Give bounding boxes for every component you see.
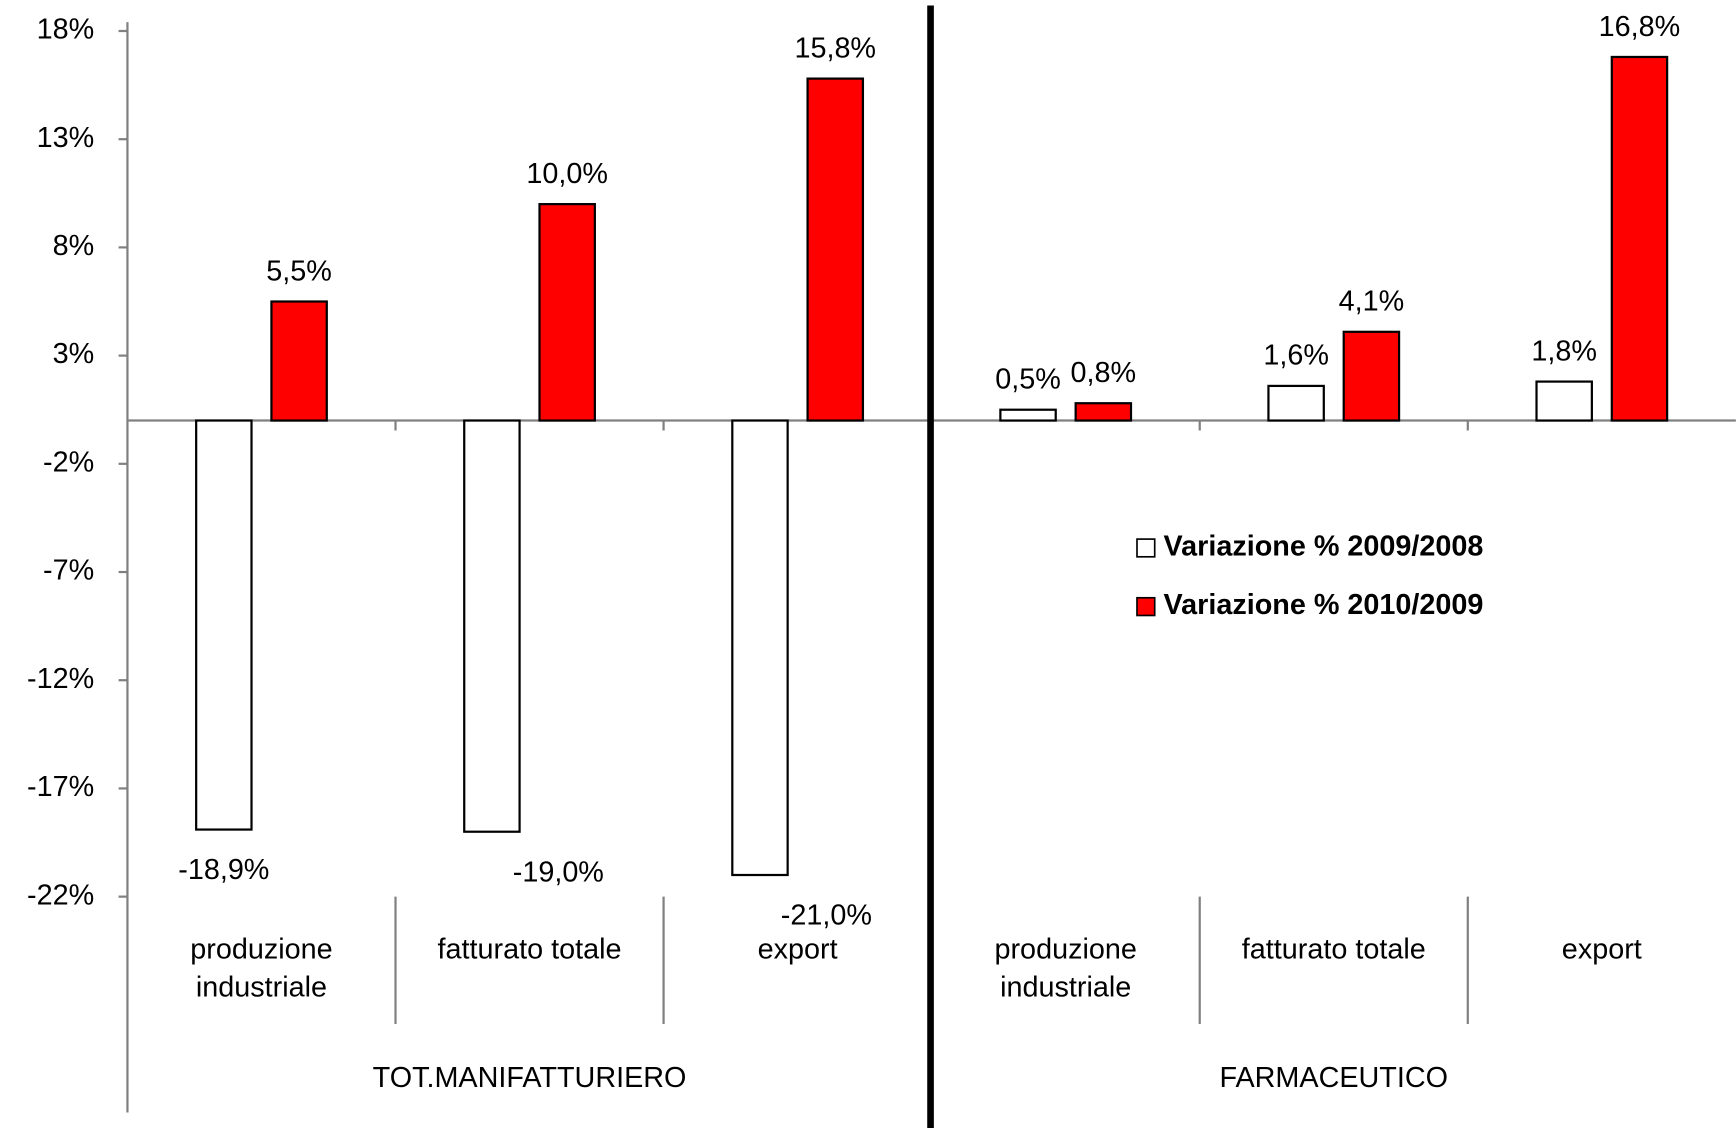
y-tick-label: 3% [53,338,95,370]
bar [195,419,253,831]
x-tick-label-box: fatturato totale [437,932,622,966]
bar [1074,402,1133,422]
bar [1535,380,1593,422]
value-label: 1,6% [1263,340,1329,372]
value-label: -21,0% [781,900,872,932]
bar [731,419,789,877]
y-tick-label: -17% [27,771,94,803]
value-label: 0,5% [995,364,1061,396]
value-label: 16,8% [1599,11,1681,43]
x-tick-label: fatturato totale [437,932,622,966]
value-label: -18,9% [178,854,269,886]
x-tick-label: produzione industriale [994,932,1137,1003]
x-tick-label-box: produzione industriale [994,932,1137,1003]
x-tick-label-box: export [1561,932,1642,966]
x-tick-label: export [1561,932,1642,966]
x-tick-label-box: export [757,932,838,966]
bar [1267,384,1325,422]
legend-swatch [1136,538,1156,558]
bar [1342,330,1401,422]
legend-label: Variazione % 2010/2009 [1164,589,1484,621]
x-tick-label: export [757,932,838,966]
y-tick-label: -2% [43,446,94,478]
y-tick-label: 8% [53,230,95,262]
value-label: 10,0% [526,158,608,190]
bar [463,419,521,833]
y-tick-label: 13% [37,122,95,154]
value-label: 1,8% [1531,335,1597,367]
group-label: FARMACEUTICO [1219,1062,1448,1094]
value-label: 15,8% [794,32,876,64]
value-label: 0,8% [1071,357,1137,389]
value-label: 4,1% [1339,286,1405,318]
bar [806,77,865,422]
bar [999,408,1057,422]
bar [270,300,328,422]
y-tick-label: 18% [37,14,95,46]
x-tick-label-box: produzione industriale [190,932,333,1003]
group-label: TOT.MANIFATTURIERO [373,1062,687,1094]
value-label: -19,0% [513,856,604,888]
legend-swatch [1136,596,1156,617]
x-tick-label: fatturato totale [1241,932,1426,966]
value-label: 5,5% [266,255,332,287]
bar [1610,55,1669,422]
y-tick-label: -22% [27,879,94,911]
legend-label: Variazione % 2009/2008 [1164,531,1484,563]
y-tick-label: -12% [27,663,94,695]
x-tick-label: produzione industriale [190,932,333,1003]
bar [538,203,596,422]
y-tick-label: -7% [43,555,94,587]
x-tick-label-box: fatturato totale [1241,932,1426,966]
